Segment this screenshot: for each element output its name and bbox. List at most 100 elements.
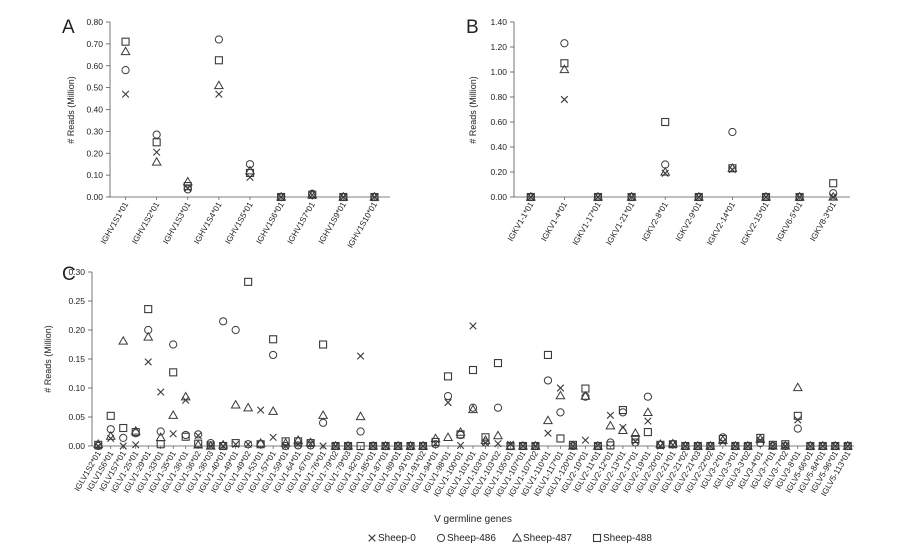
point-sheep-488-ighv1s10-01 xyxy=(370,192,379,202)
point-sheep-488-ighv1s5-01 xyxy=(245,168,255,177)
point-sheep-488-ighv1s2-01 xyxy=(152,138,161,147)
point-sheep-487-iglv3-2-01 xyxy=(717,434,728,444)
point-sheep-486-ighv1s2-01 xyxy=(152,130,161,139)
category-label: IGKV1-4*01 xyxy=(539,200,569,243)
point-sheep-488-iglv1-36-03 xyxy=(206,441,215,450)
point-sheep-487-iglv1-36-02 xyxy=(193,439,204,449)
point-sheep-486-igkv1-4-01 xyxy=(560,39,569,48)
point-sheep-0-igkv1-17-01 xyxy=(594,193,602,201)
point-sheep-0-ighv1s9-01 xyxy=(339,193,348,201)
point-sheep-486-iglv1-40-01 xyxy=(219,317,228,326)
point-sheep-488-iglv1-36-01 xyxy=(181,432,190,441)
point-sheep-0-iglv1-53-01 xyxy=(256,406,265,414)
point-sheep-488-ighv1s6-01 xyxy=(277,192,286,202)
point-sheep-487-iglv1-103-02 xyxy=(492,430,504,440)
point-sheep-486-iglv1-33-01 xyxy=(156,427,165,436)
point-sheep-488-iglv1-105-01 xyxy=(506,441,515,451)
point-sheep-487-iglv1-64-01 xyxy=(293,434,304,444)
point-sheep-486-igkv8-3-01 xyxy=(829,189,838,198)
point-sheep-0-iglv1s7-01 xyxy=(119,442,127,450)
point-sheep-0-iglv1-100-01 xyxy=(456,441,465,450)
point-sheep-488-iglv1-59-01 xyxy=(281,437,290,446)
point-sheep-487-iglv1-35-01 xyxy=(168,410,179,419)
point-sheep-487-ighv1s1-01 xyxy=(120,46,131,56)
point-sheep-486-iglv1-35-01 xyxy=(169,340,178,349)
point-sheep-0-ighv1s5-01 xyxy=(246,173,254,182)
y-tick-label: 0.10 xyxy=(68,383,85,393)
legend-marker-sheep-0 xyxy=(368,534,376,542)
point-sheep-487-iglv2-20-01 xyxy=(655,439,666,448)
point-sheep-0-iglv3-3-02 xyxy=(744,442,752,450)
point-sheep-486-iglv2-13-01 xyxy=(618,408,628,417)
point-sheep-487-iglv1s2-01 xyxy=(93,439,104,448)
category-label: IGKV2-14*01 xyxy=(705,200,737,247)
point-sheep-487-iglv1-101-01 xyxy=(467,404,479,414)
point-sheep-488-iglv1-76-01 xyxy=(319,340,328,349)
y-tick-label: 0.60 xyxy=(86,61,103,71)
point-sheep-488-iglv5-84-01 xyxy=(818,441,827,451)
point-sheep-488-iglv3-7-02 xyxy=(781,440,790,449)
point-sheep-0-iglv1-29-01 xyxy=(144,358,152,366)
category-label: IGHV1S3*01 xyxy=(161,200,192,245)
point-sheep-488-igkv2-15-01 xyxy=(761,192,771,202)
point-sheep-487-iglv1-100-01 xyxy=(455,426,466,436)
point-sheep-487-iglv1-67-01 xyxy=(305,437,316,447)
point-sheep-488-iglv1-110-01 xyxy=(543,350,553,359)
point-sheep-488-iglv1-36-02 xyxy=(194,439,203,448)
point-sheep-487-iglv1s7-01 xyxy=(118,335,129,345)
point-sheep-488-iglv1-57-01 xyxy=(269,335,278,344)
point-sheep-488-iglv1-98-01 xyxy=(443,372,453,381)
y-tick-label: 0.30 xyxy=(68,267,85,277)
point-sheep-488-iglv1-87-01 xyxy=(381,441,390,451)
point-sheep-487-iglv2-17-01 xyxy=(630,428,641,437)
point-sheep-488-iglv5-113-01 xyxy=(843,441,852,451)
point-sheep-0-iglv1-91-01 xyxy=(406,442,415,450)
point-sheep-487-iglv1-36-01 xyxy=(180,391,191,401)
category-label: IGKV2-15*01 xyxy=(739,200,771,247)
point-sheep-488-iglv1-117-01 xyxy=(556,434,565,443)
category-label: IGKV1-17*01 xyxy=(571,200,603,247)
y-tick-label: 0.25 xyxy=(68,296,85,306)
point-sheep-488-iglv3-8-01 xyxy=(793,411,802,420)
y-tick-label: 0.40 xyxy=(490,142,507,152)
point-sheep-0-igkv1-4-01 xyxy=(560,95,569,104)
panel-c: C 0.00 0.05 0.10 0.15 0.20 0.25 0.30 # Reads (Mi… xyxy=(43,264,854,525)
legend-item-sheep-0: Sheep-0 xyxy=(368,533,416,544)
point-sheep-486-iglv1-64-01 xyxy=(294,441,303,450)
point-sheep-0-iglv1-103-02 xyxy=(494,439,502,448)
point-sheep-487-ighv1s2-01 xyxy=(151,156,162,166)
point-sheep-487-iglv1-25-01 xyxy=(130,425,141,435)
point-sheep-0-igkv1-1-01 xyxy=(527,193,535,201)
point-sheep-486-iglv1-49-02 xyxy=(244,440,253,449)
point-sheep-488-iglv1-33-01 xyxy=(156,440,165,449)
y-tick-label: 1.00 xyxy=(490,67,507,77)
point-sheep-487-ighv1s4-01 xyxy=(213,80,224,90)
point-sheep-488-ighv1s7-01 xyxy=(308,190,317,199)
point-sheep-0-iglv1-36-03 xyxy=(206,442,215,450)
point-sheep-488-iglv1-25-01 xyxy=(131,428,140,437)
point-sheep-486-iglv1-57-01 xyxy=(269,350,278,360)
point-sheep-488-iglv3-4-01 xyxy=(756,433,765,442)
x-axis-title: V germline genes xyxy=(434,514,512,525)
point-sheep-0-ighv1s1-01 xyxy=(121,90,130,98)
point-sheep-488-iglv5-96-01 xyxy=(831,441,840,451)
point-sheep-487-iglv2-12-01 xyxy=(605,420,616,430)
point-sheep-488-iglv1-29-01 xyxy=(144,305,153,314)
point-sheep-488-iglv1s6-01 xyxy=(106,411,115,420)
point-sheep-0-iglv1-57-01 xyxy=(269,433,277,441)
point-sheep-488-iglv1-49-01 xyxy=(231,439,240,448)
y-tick-label: 0.00 xyxy=(490,192,507,202)
point-sheep-487-ighv1s5-01 xyxy=(244,165,256,175)
category-label: IGKV8-3*01 xyxy=(808,200,838,243)
point-sheep-487-igkv2-8-01 xyxy=(660,166,671,176)
point-sheep-487-ighv1s3-01 xyxy=(182,176,193,186)
point-sheep-488-igkv1-17-01 xyxy=(593,192,603,202)
point-sheep-486-iglv2-10-01 xyxy=(581,392,590,401)
point-sheep-487-iglv3-8-01 xyxy=(792,382,803,392)
category-label: IGHV1S9*01 xyxy=(317,200,348,245)
point-sheep-486-iglv1-101-01 xyxy=(468,403,478,412)
point-sheep-488-iglv2-21-01 xyxy=(668,440,677,449)
point-sheep-488-iglv1s2-01 xyxy=(94,440,103,449)
point-sheep-486-iglv1s7-01 xyxy=(119,433,128,442)
